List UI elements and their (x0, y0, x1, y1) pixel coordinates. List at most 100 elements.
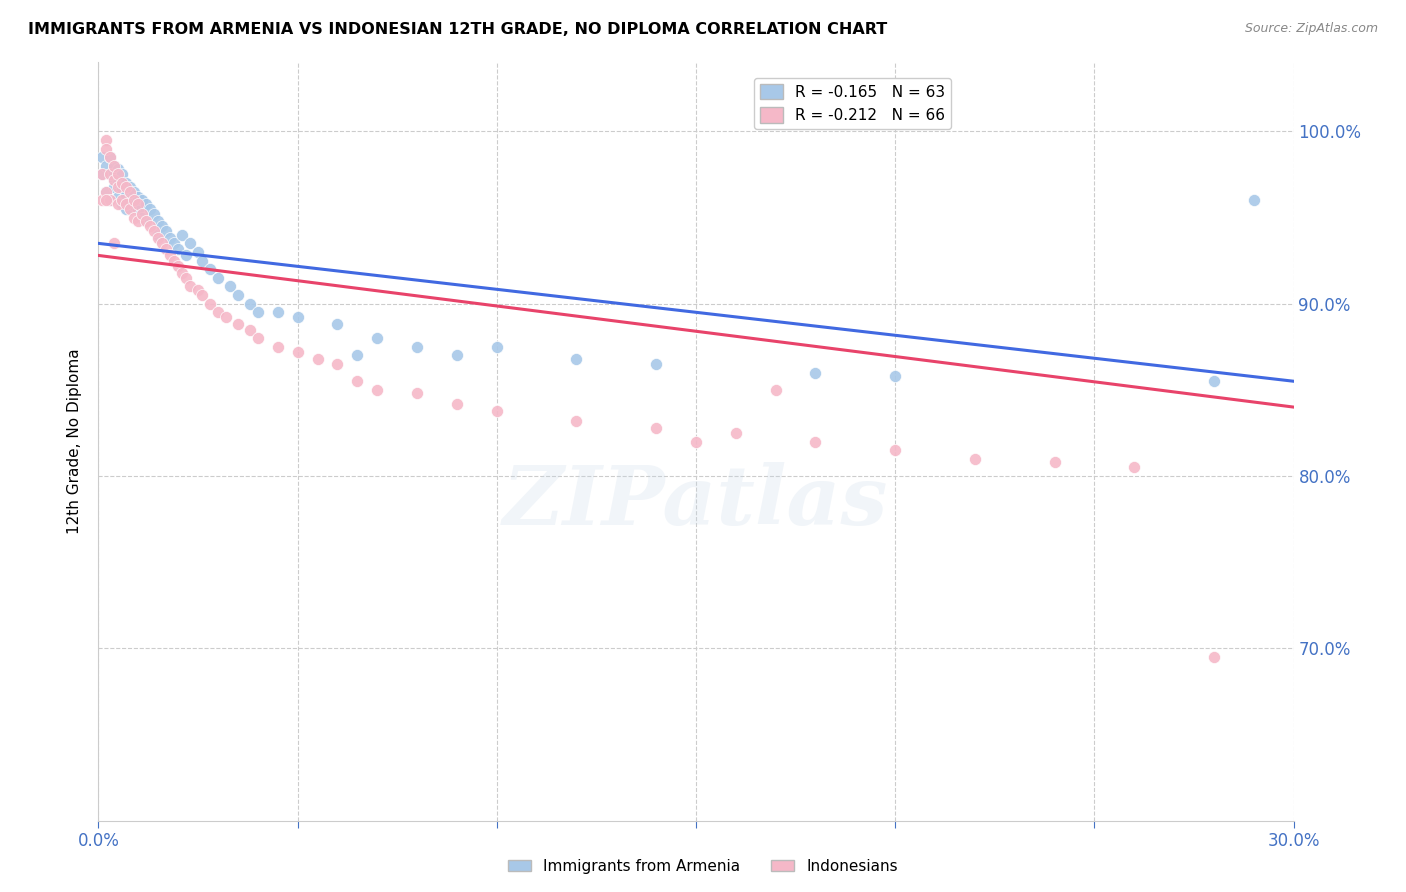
Point (120, 202, 142, 216)
Point (124, 198, 146, 212)
Point (107, 179, 129, 194)
Point (91, 194, 114, 208)
Point (1243, 194, 1265, 208)
Point (103, 159, 125, 173)
Point (645, 357, 668, 371)
Point (115, 188, 138, 202)
Point (98, 194, 122, 208)
Point (111, 196, 134, 211)
Point (143, 224, 166, 238)
Point (150, 236, 173, 251)
Y-axis label: 12th Grade, No Diploma: 12th Grade, No Diploma (67, 349, 83, 534)
Point (107, 176, 129, 190)
Point (307, 351, 329, 366)
Point (724, 425, 747, 440)
Point (239, 296, 262, 310)
Point (326, 357, 349, 371)
Point (267, 305, 290, 319)
Point (124, 185, 146, 199)
Point (685, 434, 707, 449)
Point (96, 159, 118, 173)
Point (131, 207, 153, 221)
Point (187, 245, 209, 260)
Point (98, 168, 122, 182)
Point (115, 196, 138, 211)
Point (1202, 374, 1225, 388)
Point (120, 194, 142, 208)
Point (406, 340, 429, 354)
Point (120, 185, 142, 199)
Point (103, 236, 125, 251)
Point (446, 348, 468, 362)
Point (187, 283, 209, 297)
Point (246, 331, 269, 345)
Point (163, 236, 186, 251)
Point (143, 207, 166, 221)
Text: ZIPatlas: ZIPatlas (503, 462, 889, 542)
Point (963, 451, 986, 466)
Point (565, 414, 588, 428)
Point (346, 374, 368, 388)
Point (148, 231, 170, 245)
Point (107, 190, 129, 204)
Point (91, 168, 114, 182)
Point (150, 219, 173, 234)
Point (111, 181, 134, 195)
Point (174, 248, 197, 262)
Point (191, 253, 214, 268)
Point (565, 351, 588, 366)
Point (135, 196, 157, 211)
Point (366, 331, 388, 345)
Point (124, 211, 146, 225)
Point (96, 194, 118, 208)
Point (485, 403, 508, 417)
Point (226, 288, 249, 302)
Point (98, 168, 122, 182)
Point (884, 443, 907, 458)
Point (172, 227, 194, 242)
Legend: R = -0.165   N = 63, R = -0.212   N = 66: R = -0.165 N = 63, R = -0.212 N = 66 (754, 78, 952, 129)
Point (96, 142, 118, 156)
Point (91, 168, 114, 182)
Point (124, 194, 146, 208)
Point (103, 172, 125, 186)
Point (174, 270, 197, 285)
Point (131, 194, 153, 208)
Point (219, 279, 242, 293)
Point (172, 266, 194, 280)
Point (366, 383, 388, 397)
Point (155, 242, 177, 256)
Point (127, 190, 149, 204)
Point (148, 227, 170, 242)
Point (135, 214, 157, 228)
Point (207, 305, 229, 319)
Point (127, 214, 149, 228)
Point (804, 366, 827, 380)
Point (167, 259, 190, 273)
Point (191, 288, 214, 302)
Point (246, 305, 269, 319)
Point (139, 202, 162, 216)
Point (96, 185, 118, 199)
Text: Source: ZipAtlas.com: Source: ZipAtlas.com (1244, 22, 1378, 36)
Point (111, 194, 134, 208)
Point (148, 214, 170, 228)
Point (215, 310, 238, 325)
Point (645, 421, 668, 435)
Point (179, 236, 201, 251)
Point (98, 194, 122, 208)
Point (765, 383, 787, 397)
Point (198, 296, 221, 310)
Point (135, 214, 157, 228)
Point (111, 168, 134, 182)
Point (91, 150, 114, 164)
Point (804, 434, 827, 449)
Point (179, 279, 201, 293)
Point (159, 248, 181, 262)
Point (287, 310, 309, 325)
Point (127, 202, 149, 216)
Point (198, 262, 221, 277)
Point (120, 179, 142, 194)
Point (111, 176, 134, 190)
Point (115, 202, 138, 216)
